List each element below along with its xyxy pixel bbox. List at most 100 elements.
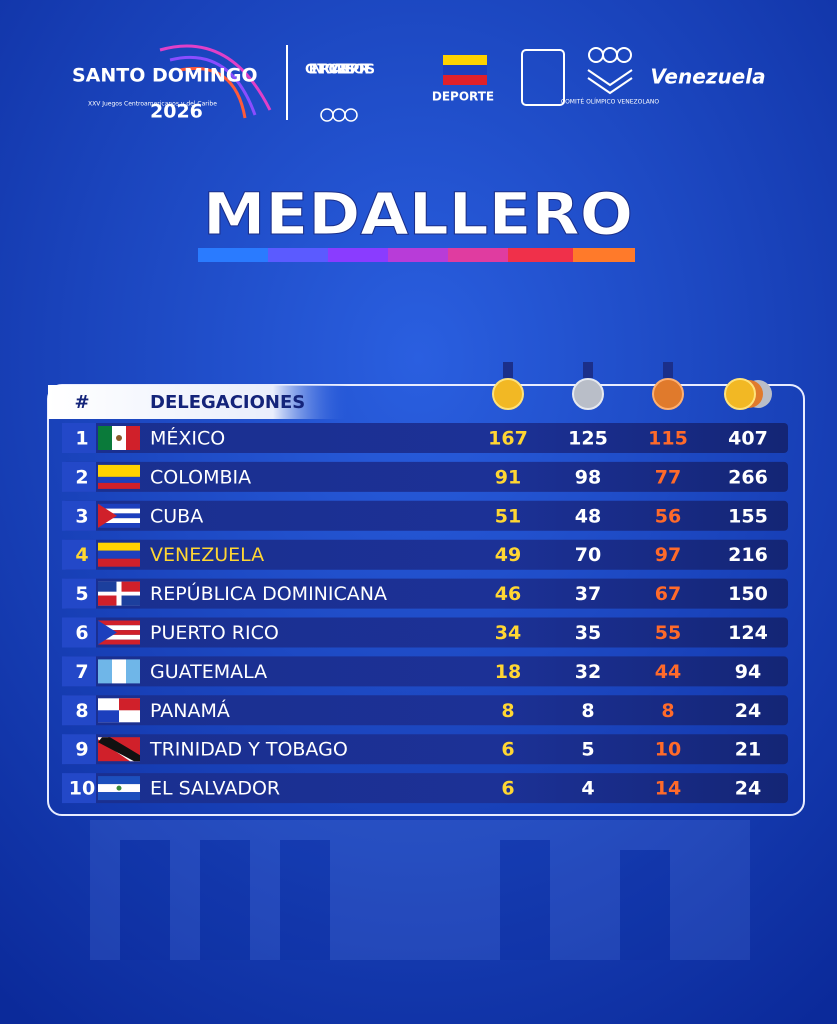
total: 266 bbox=[728, 466, 768, 488]
total: 24 bbox=[735, 778, 761, 800]
total: 150 bbox=[728, 583, 768, 605]
row-bar bbox=[62, 695, 788, 726]
rank-cell bbox=[62, 500, 96, 531]
country: COLOMBIA bbox=[150, 466, 251, 488]
flag-icon bbox=[443, 55, 487, 65]
silver: 125 bbox=[568, 428, 608, 450]
flag-stripe bbox=[98, 634, 140, 640]
row-bar bbox=[62, 423, 788, 453]
flag-stripe bbox=[98, 558, 140, 567]
gold: 8 bbox=[501, 700, 514, 722]
rank-cell bbox=[62, 617, 96, 648]
flag-stripe bbox=[98, 503, 140, 509]
gold: 34 bbox=[495, 622, 521, 644]
title: MEDALLERO bbox=[203, 180, 633, 248]
olympic-rings bbox=[320, 108, 358, 122]
total: 155 bbox=[728, 505, 768, 527]
deporte: DEPORTE bbox=[432, 90, 494, 104]
flag-stripe bbox=[98, 776, 140, 785]
country: PANAMÁ bbox=[150, 699, 230, 722]
flag-stripe bbox=[98, 513, 140, 519]
bronze: 10 bbox=[655, 739, 681, 761]
silver: 5 bbox=[581, 739, 594, 761]
table-row: 9 TRINIDAD Y TOBAGO 6 5 10 21 bbox=[62, 734, 788, 765]
gold: 18 bbox=[495, 661, 521, 683]
games-logo: SANTO DOMINGO XXV Juegos Centroamericano… bbox=[72, 44, 272, 123]
bronze: 97 bbox=[655, 544, 681, 566]
medal-icons bbox=[492, 362, 772, 410]
flag-stripe bbox=[98, 482, 140, 489]
rank: 5 bbox=[75, 583, 88, 605]
flag-stripe bbox=[98, 426, 112, 450]
flag-stripe bbox=[98, 518, 140, 523]
bronze: 77 bbox=[655, 466, 681, 488]
flag-stripe bbox=[98, 620, 140, 626]
silver: 48 bbox=[575, 505, 601, 527]
row-bar bbox=[62, 617, 788, 648]
country: CUBA bbox=[150, 505, 203, 527]
flag-stripe bbox=[98, 508, 140, 514]
bronze: 14 bbox=[655, 778, 681, 800]
comite: COMITÉ OLÍMPICO VENEZOLANO bbox=[561, 98, 660, 106]
rank: 3 bbox=[75, 505, 88, 527]
rank-cell bbox=[62, 656, 96, 687]
gold: 91 bbox=[495, 466, 521, 488]
total: 94 bbox=[735, 661, 761, 683]
silver: 35 bbox=[575, 622, 601, 644]
flag-emblem bbox=[116, 435, 122, 441]
country: VENEZUELA bbox=[150, 544, 264, 566]
flag-stripe bbox=[98, 792, 140, 801]
rank: 4 bbox=[75, 544, 88, 566]
country: EL SALVADOR bbox=[150, 778, 280, 800]
table-row: 2 COLOMBIA 91 98 77 266 bbox=[62, 461, 788, 492]
country: REPÚBLICA DOMINICANA bbox=[150, 581, 387, 605]
rank-cell bbox=[62, 695, 96, 726]
flag-stripe bbox=[98, 550, 140, 559]
flag-stripe bbox=[98, 659, 112, 684]
rank-cell bbox=[62, 423, 96, 453]
bronze: 115 bbox=[648, 428, 688, 450]
building-silhouette bbox=[90, 820, 750, 960]
row-bar bbox=[62, 734, 788, 765]
total: 24 bbox=[735, 700, 761, 722]
venezuela-brand: Venezuela bbox=[650, 65, 765, 89]
bronze: 56 bbox=[655, 505, 681, 527]
gold: 51 bbox=[495, 505, 521, 527]
silver: 37 bbox=[575, 583, 601, 605]
flag-q bbox=[98, 581, 117, 592]
flag-q bbox=[119, 698, 140, 711]
silver: 98 bbox=[575, 466, 601, 488]
silver: 4 bbox=[581, 778, 594, 800]
total: 407 bbox=[728, 428, 768, 450]
flag-stripe bbox=[98, 542, 140, 551]
row-bar bbox=[62, 656, 788, 687]
bronze: 8 bbox=[661, 700, 674, 722]
rank-header: # bbox=[74, 392, 89, 413]
flag-stripe bbox=[98, 639, 140, 645]
row-bar bbox=[62, 461, 788, 492]
rank-cell bbox=[62, 539, 96, 570]
silver: 70 bbox=[575, 544, 601, 566]
flag-stripe bbox=[98, 625, 140, 631]
gold: 49 bbox=[495, 544, 521, 566]
gold: 6 bbox=[501, 739, 514, 761]
gold: 46 bbox=[495, 583, 521, 605]
flag-triangle bbox=[98, 620, 117, 645]
silver: 8 bbox=[581, 700, 594, 722]
flag-diag bbox=[98, 737, 140, 762]
country: PUERTO RICO bbox=[150, 622, 279, 644]
flag-stripe bbox=[98, 523, 140, 528]
crest bbox=[521, 49, 565, 106]
flag-triangle bbox=[98, 503, 117, 528]
centro-caribe: CENTRO CARIBE SPORTS bbox=[305, 63, 375, 78]
rank-cell bbox=[62, 578, 96, 609]
rank: 1 bbox=[75, 428, 88, 450]
bronze: 55 bbox=[655, 622, 681, 644]
coc-logo bbox=[587, 47, 633, 95]
silver: 32 bbox=[575, 661, 601, 683]
delegations-header: DELEGACIONES bbox=[150, 392, 305, 413]
rank: 8 bbox=[75, 700, 88, 722]
